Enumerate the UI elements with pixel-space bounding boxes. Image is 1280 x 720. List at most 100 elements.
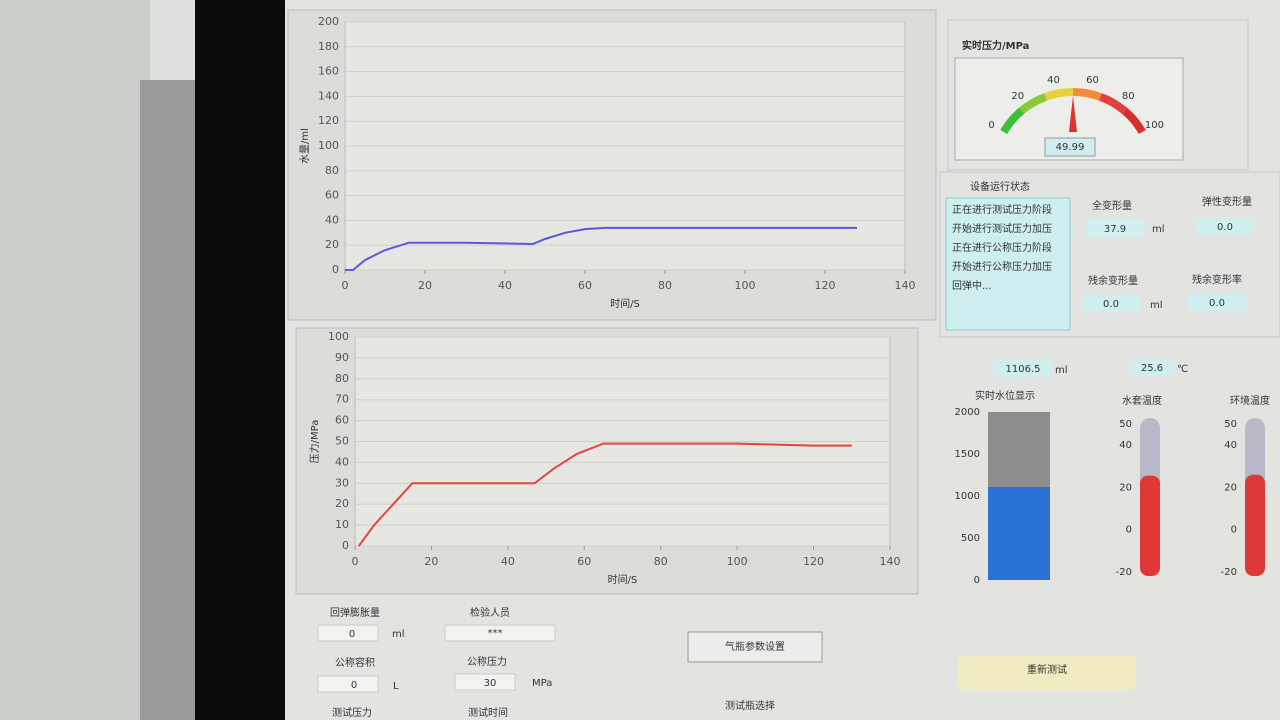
field-box (1082, 295, 1140, 312)
status-message: 正在进行测试压力阶段 (952, 203, 1052, 216)
y-tick-label: 50 (335, 435, 349, 448)
field-label: 残余变形率 (1192, 273, 1242, 286)
gauge-tick-label: 40 (1047, 75, 1060, 86)
x-axis-label: 时间/S (608, 573, 638, 586)
thermo-tick-label: 50 (1224, 419, 1237, 430)
field-box (1196, 218, 1254, 235)
y-tick-label: 60 (325, 189, 339, 202)
y-tick-label: 0 (342, 539, 349, 552)
thermo-tick-label: 40 (1224, 440, 1237, 451)
field-value: 0.0 (1103, 299, 1119, 310)
x-tick-label: 20 (418, 279, 432, 292)
wall (0, 0, 150, 720)
thermo-tick-label: -20 (1116, 567, 1132, 578)
x-tick-label: 100 (727, 555, 748, 568)
field-value: 0.0 (1217, 222, 1233, 233)
form-text: 测试压力 (332, 706, 372, 719)
field-box (1086, 220, 1144, 237)
gauge-tick-label: 60 (1086, 75, 1099, 86)
monitor-stand (140, 80, 200, 720)
field-box (1130, 359, 1174, 376)
x-tick-label: 80 (654, 555, 668, 568)
y-tick-label: 60 (335, 414, 349, 427)
y-tick-label: 70 (335, 393, 349, 406)
form-text: 回弹膨胀量 (330, 606, 380, 619)
tank-title: 实时水位显示 (975, 389, 1035, 402)
level-panel (928, 345, 1280, 597)
x-tick-label: 20 (424, 555, 438, 568)
y-tick-label: 90 (335, 351, 349, 364)
gauge-readout-box (1044, 137, 1096, 157)
gauge-arc (1121, 107, 1146, 135)
tank-tick-label: 1500 (955, 449, 980, 460)
x-tick-label: 140 (880, 555, 901, 568)
field-label: 残余变形量 (1088, 274, 1138, 287)
gauge-arc (1072, 88, 1102, 101)
y-tick-label: 200 (318, 15, 339, 28)
x-axis-label: 时间/S (610, 297, 640, 310)
settings-button[interactable] (687, 631, 823, 663)
y-tick-label: 120 (318, 114, 339, 127)
gauge-tick-label: 80 (1122, 91, 1135, 102)
x-tick-label: 40 (498, 279, 512, 292)
thermo-tick-label: 0 (1126, 525, 1132, 536)
form-text: 检验人员 (470, 606, 510, 619)
y-tick-label: 100 (328, 330, 349, 343)
gauge-title: 实时压力/MPa (962, 39, 1029, 52)
form-panel (296, 600, 598, 720)
gauge-tick-label: 20 (1011, 91, 1024, 102)
y-tick-label: 40 (325, 213, 339, 226)
thermo-tick-label: 20 (1119, 482, 1132, 493)
form-text: 0 (349, 629, 355, 640)
form-text: MPa (532, 678, 552, 689)
data-line (358, 442, 852, 547)
input-box (317, 675, 379, 693)
tank-tick-label: 500 (961, 533, 980, 544)
status-message: 开始进行测试压力加压 (952, 222, 1052, 235)
x-tick-label: 40 (501, 555, 515, 568)
y-tick-label: 20 (335, 497, 349, 510)
y-tick-label: 180 (318, 40, 339, 53)
field-value: 25.6 (1141, 363, 1163, 374)
y-tick-label: 80 (335, 372, 349, 385)
data-line (345, 226, 857, 271)
bezel (195, 0, 285, 720)
retest-button[interactable] (958, 656, 1136, 690)
y-axis-label: 水量/ml (299, 128, 311, 164)
gauge-arc (1098, 93, 1127, 114)
status-list (945, 197, 1071, 331)
tank-tick-label: 1000 (955, 491, 980, 502)
x-tick-label: 80 (658, 279, 672, 292)
form-text: 重新测试 (1027, 663, 1067, 676)
unit: ml (1055, 365, 1068, 376)
form-text: 测试瓶选择 (725, 699, 775, 712)
gauge-arc (1000, 107, 1025, 135)
x-tick-label: 120 (803, 555, 824, 568)
thermo-title: 水套温度 (1122, 394, 1162, 407)
gauge-needle (1069, 96, 1077, 132)
gauge-tick-label: 0 (988, 120, 994, 131)
form-text: 测试时间 (468, 706, 508, 719)
thermo-title: 环境温度 (1230, 394, 1270, 407)
x-tick-label: 140 (895, 279, 916, 292)
field-value: 0.0 (1209, 298, 1225, 309)
input-box (317, 624, 379, 642)
gauge-arc (1044, 88, 1074, 101)
form-text: 0 (351, 680, 357, 691)
thermo-tick-label: 40 (1119, 440, 1132, 451)
field-box (1188, 294, 1246, 311)
field-label: 全变形量 (1092, 199, 1132, 212)
y-tick-label: 80 (325, 164, 339, 177)
field-box (994, 360, 1052, 377)
x-tick-label: 100 (735, 279, 756, 292)
tank-tick-label: 0 (974, 575, 980, 586)
input-box (444, 624, 556, 642)
form-text: 30 (484, 678, 497, 689)
x-tick-label: 0 (342, 279, 349, 292)
thermo-tick-label: -20 (1221, 567, 1237, 578)
status-message: 开始进行公称压力加压 (952, 260, 1052, 273)
thermo-tick-label: 20 (1224, 482, 1237, 493)
form-text: 公称容积 (335, 656, 375, 669)
unit: ml (1150, 300, 1163, 311)
